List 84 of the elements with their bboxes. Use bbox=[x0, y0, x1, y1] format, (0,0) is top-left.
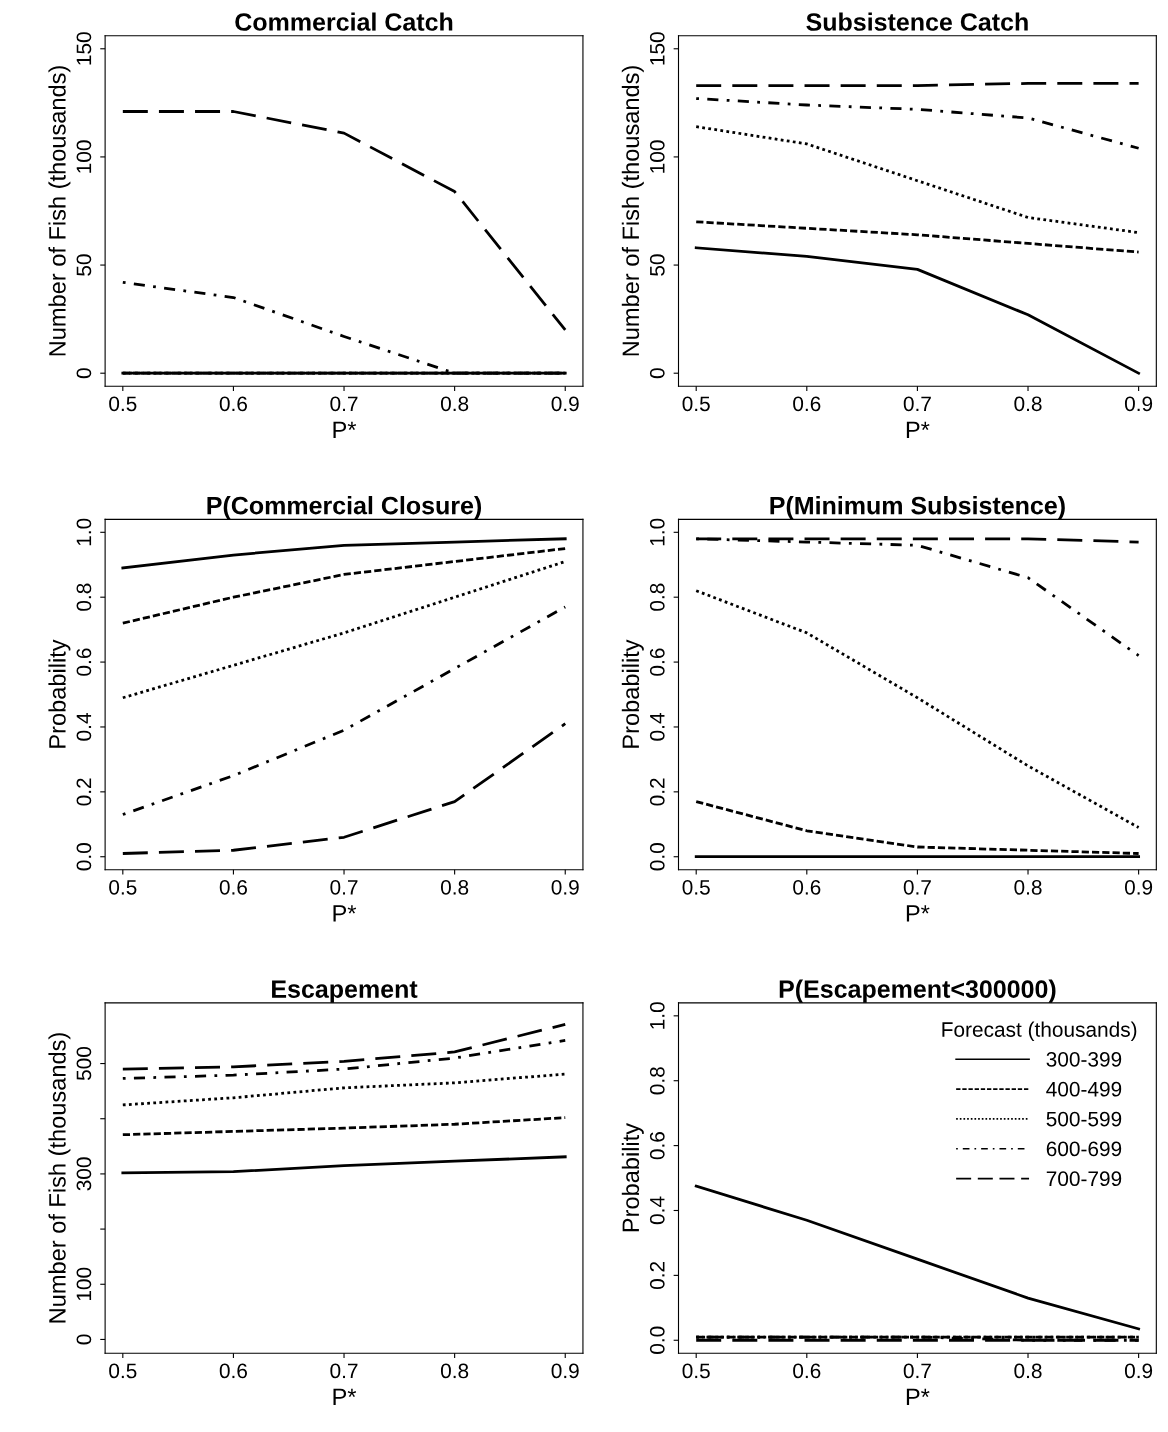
chart-title: Commercial Catch bbox=[235, 12, 453, 31]
y-tick-label: 1.0 bbox=[649, 1002, 665, 1029]
x-tick-label: 0.6 bbox=[793, 396, 821, 412]
legend-title: Forecast (thousands) bbox=[942, 1021, 1137, 1042]
y-tick-label: 50 bbox=[649, 254, 665, 276]
x-tick-label: 0.9 bbox=[551, 879, 579, 895]
chart-title: P(Escapement<300000) bbox=[779, 979, 1056, 1003]
y-tick-label: 0.0 bbox=[649, 843, 665, 871]
x-tick-label: 0.5 bbox=[682, 1363, 710, 1379]
y-tick-label: 0.2 bbox=[76, 778, 92, 806]
y-tick-label: 0.6 bbox=[76, 648, 92, 676]
y-axis-title: Number of Fish (thousands) bbox=[48, 1033, 71, 1323]
x-tick-label: 0.5 bbox=[682, 396, 710, 412]
y-axis-title: Number of Fish (thousands) bbox=[48, 66, 71, 356]
y-tick-label: 0.8 bbox=[649, 583, 665, 611]
y-tick-label: 0.0 bbox=[649, 1326, 665, 1354]
y-tick-label: 150 bbox=[649, 32, 665, 65]
x-tick-label: 0.6 bbox=[793, 879, 821, 895]
x-axis-title: P* bbox=[906, 905, 930, 922]
y-axis-title: Probability bbox=[48, 639, 71, 748]
y-tick-label: 0.8 bbox=[649, 1067, 665, 1095]
legend-label: 400-499 bbox=[1046, 1081, 1122, 1097]
x-axis-title: P* bbox=[906, 421, 930, 438]
x-tick-label: 0.7 bbox=[903, 879, 931, 895]
x-axis-title: P* bbox=[333, 905, 357, 922]
y-tick-label: 0.6 bbox=[649, 1132, 665, 1160]
x-tick-label: 0.8 bbox=[1014, 879, 1042, 895]
x-tick-label: 0.8 bbox=[1014, 396, 1042, 412]
x-axis-title: P* bbox=[906, 1388, 930, 1406]
x-tick-label: 0.5 bbox=[109, 1363, 137, 1379]
x-tick-label: 0.6 bbox=[793, 1363, 821, 1379]
y-tick-label: 0 bbox=[76, 1334, 92, 1345]
y-tick-label: 0 bbox=[76, 368, 92, 379]
x-tick-label: 0.7 bbox=[330, 1363, 358, 1379]
y-tick-label: 100 bbox=[76, 1267, 92, 1301]
x-tick-label: 0.5 bbox=[682, 879, 710, 895]
y-tick-label: 500 bbox=[76, 1046, 92, 1081]
x-tick-label: 0.6 bbox=[219, 1363, 247, 1379]
y-tick-label: 0.4 bbox=[76, 713, 92, 741]
x-tick-label: 0.9 bbox=[551, 1363, 579, 1379]
y-axis-title: Number of Fish (thousands) bbox=[621, 66, 644, 356]
x-axis-title: P* bbox=[333, 1388, 357, 1406]
x-tick-label: 0.8 bbox=[440, 879, 469, 895]
x-tick-label: 0.7 bbox=[330, 396, 358, 412]
y-tick-label: 0.4 bbox=[649, 713, 665, 741]
x-tick-label: 0.8 bbox=[440, 1363, 469, 1379]
x-tick-label: 0.9 bbox=[1124, 1363, 1153, 1379]
y-tick-label: 0.2 bbox=[649, 778, 665, 806]
y-tick-label: 50 bbox=[76, 254, 92, 276]
x-tick-label: 0.5 bbox=[109, 396, 137, 412]
chart-title: P(Commercial Closure) bbox=[207, 496, 482, 520]
x-axis-title: P* bbox=[333, 421, 357, 438]
y-tick-label: 150 bbox=[76, 32, 92, 65]
y-tick-label: 300 bbox=[76, 1157, 92, 1191]
y-tick-label: 0.4 bbox=[649, 1196, 665, 1225]
x-tick-label: 0.7 bbox=[330, 879, 358, 895]
y-tick-label: 0.0 bbox=[76, 843, 92, 871]
chart-title: Subsistence Catch bbox=[806, 12, 1028, 31]
x-tick-label: 0.7 bbox=[903, 396, 931, 412]
y-tick-label: 0 bbox=[649, 368, 665, 379]
x-tick-label: 0.8 bbox=[440, 396, 469, 412]
y-tick-label: 0.8 bbox=[76, 583, 92, 611]
x-tick-label: 0.9 bbox=[1124, 879, 1153, 895]
y-axis-title: Probability bbox=[621, 639, 644, 748]
x-tick-label: 0.9 bbox=[551, 396, 579, 412]
x-tick-label: 0.7 bbox=[903, 1363, 931, 1379]
y-tick-label: 1.0 bbox=[76, 518, 92, 546]
y-tick-label: 100 bbox=[76, 140, 92, 173]
x-tick-label: 0.6 bbox=[219, 879, 247, 895]
y-tick-label: 0.6 bbox=[649, 648, 665, 676]
y-tick-label: 0.2 bbox=[649, 1261, 665, 1290]
chart-title: Escapement bbox=[272, 980, 418, 1003]
x-tick-label: 0.5 bbox=[109, 879, 137, 895]
chart-title: P(Minimum Subsistence) bbox=[770, 496, 1065, 520]
y-axis-title: Probability bbox=[621, 1122, 644, 1232]
legend-label: 600-699 bbox=[1046, 1141, 1122, 1157]
legend-label: 500-599 bbox=[1046, 1111, 1122, 1127]
x-tick-label: 0.6 bbox=[219, 396, 247, 412]
y-tick-label: 1.0 bbox=[649, 518, 665, 546]
x-tick-label: 0.8 bbox=[1014, 1363, 1042, 1379]
x-tick-label: 0.9 bbox=[1124, 396, 1153, 412]
legend-label: 300-399 bbox=[1046, 1051, 1122, 1067]
y-tick-label: 100 bbox=[649, 140, 665, 173]
legend-label: 700-799 bbox=[1046, 1171, 1122, 1187]
